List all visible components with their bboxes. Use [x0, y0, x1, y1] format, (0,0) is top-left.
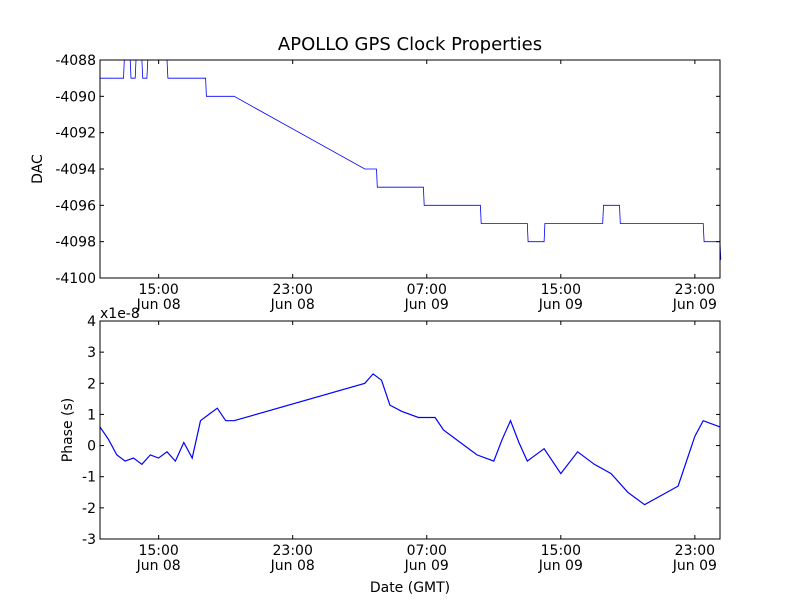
- y-tick-label: 3: [87, 345, 96, 361]
- dac-panel: -4100 -4098 -4096 -4094 -4092 -4090 -4088 15:00…: [30, 53, 722, 313]
- axes-frame: [99, 320, 721, 540]
- x-tick-time-label: 07:00: [407, 282, 447, 298]
- x-tick-time-label: 23:00: [675, 282, 715, 298]
- x-tick-time-label: 23:00: [273, 543, 313, 559]
- y-tick-label: -1: [82, 470, 96, 486]
- x-tick-date-label: Jun 08: [270, 297, 315, 313]
- y-tick-label: -2: [82, 501, 96, 517]
- x-tick-date-label: Jun 09: [672, 558, 717, 574]
- x-tick-time-label: 23:00: [273, 282, 313, 298]
- y-axis-label: DAC: [30, 154, 46, 184]
- x-tick-date-label: Jun 09: [538, 558, 583, 574]
- x-tick-time-label: 15:00: [541, 282, 581, 298]
- x-tick-time-label: 15:00: [138, 282, 178, 298]
- y-tick-label: -4098: [55, 235, 96, 251]
- y-axis-label: Phase (s): [60, 398, 76, 462]
- y-tick-label: 0: [87, 439, 96, 455]
- x-tick-date-label: Jun 08: [136, 297, 181, 313]
- x-tick-time-label: 07:00: [407, 543, 447, 559]
- y-tick-label: -4088: [55, 53, 96, 69]
- chart-title: APOLLO GPS Clock Properties: [278, 34, 542, 55]
- x-tick-date-label: Jun 09: [404, 297, 449, 313]
- phase-series-line: [99, 373, 721, 506]
- x-tick-date-label: Jun 08: [136, 558, 181, 574]
- y-tick-label: -3: [82, 532, 96, 548]
- y-tick-label: -4100: [55, 271, 96, 287]
- dac-series-line: [100, 59, 722, 260]
- y-tick-label: 4: [87, 314, 96, 330]
- x-tick-date-label: Jun 09: [538, 297, 583, 313]
- x-tick-date-label: Jun 08: [270, 558, 315, 574]
- y-tick-label: 2: [87, 376, 96, 392]
- y-tick-label: -4090: [55, 89, 96, 105]
- x-tick-time-label: 15:00: [541, 543, 581, 559]
- y-tick-label: -4094: [55, 162, 96, 178]
- y-tick-label: 1: [87, 407, 96, 423]
- x-tick-time-label: 15:00: [138, 543, 178, 559]
- y-scale-label: x1e-8: [100, 306, 140, 322]
- x-tick-date-label: Jun 09: [672, 297, 717, 313]
- x-tick-date-label: Jun 09: [404, 558, 449, 574]
- x-axis-label: Date (GMT): [370, 580, 450, 596]
- y-tick-label: -4096: [55, 198, 96, 214]
- y-tick-label: -4092: [55, 126, 96, 142]
- x-tick-time-label: 23:00: [675, 543, 715, 559]
